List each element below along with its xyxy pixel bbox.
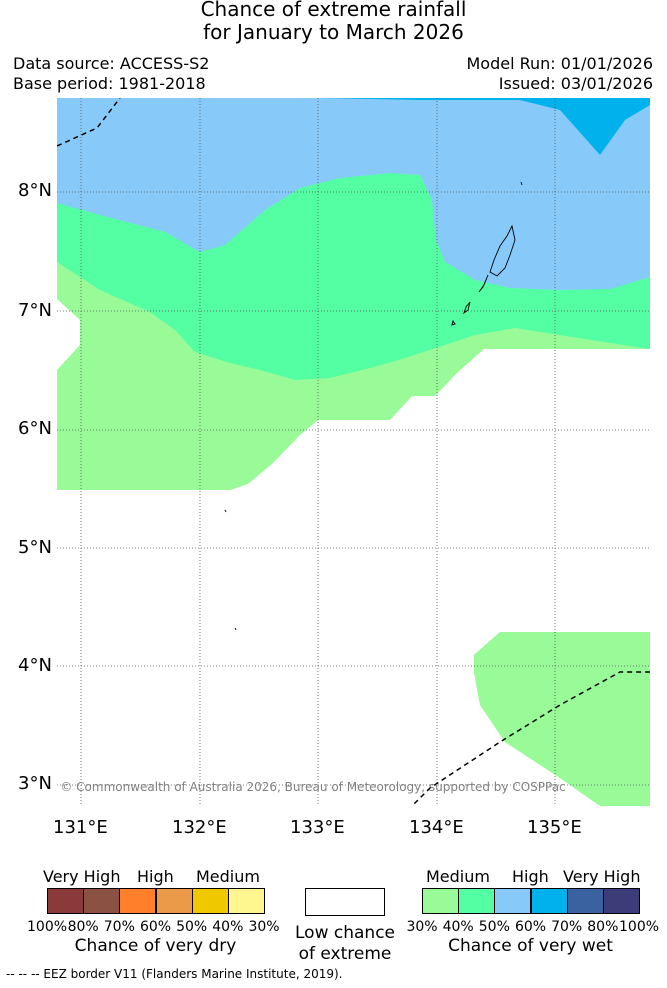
wet-tick-2: 50% [478, 919, 510, 935]
wet-swatch-4 [566, 888, 604, 914]
wet-swatch-3 [530, 888, 568, 914]
dry-tick-5: 40% [212, 919, 244, 935]
base-period: Base period: 1981-2018 [13, 74, 206, 93]
lon-label-132e: 132°E [172, 817, 227, 838]
lat-label-4n: 4°N [18, 655, 52, 676]
dry-category-medium: Medium [196, 867, 260, 886]
wet-tick-6: 100% [619, 919, 660, 935]
dry-color-bar [47, 888, 265, 916]
palau-islands [224, 181, 523, 631]
wet-category-medium: Medium [426, 867, 490, 886]
lon-label-133e: 133°E [290, 817, 345, 838]
wet-swatch-0 [422, 888, 460, 914]
lat-label-3n: 3°N [18, 773, 52, 794]
wet-caption: Chance of very wet [448, 936, 613, 956]
gridlines [57, 98, 650, 806]
dry-ticks: 100% 80% 70% 60% 50% 40% 30% [27, 919, 280, 937]
wet-tick-5: 80% [587, 919, 619, 935]
issued-date: Issued: 03/01/2026 [498, 74, 653, 93]
low-chance-caption-1: Low chance [295, 923, 395, 943]
wet-tick-4: 70% [551, 919, 583, 935]
lat-label-8n: 8°N [18, 180, 52, 201]
dry-category-high: High [137, 867, 174, 886]
dry-swatch-0 [47, 888, 85, 914]
dry-swatch-1 [83, 888, 121, 914]
wet-tick-3: 60% [514, 919, 547, 935]
wet-tick-0: 30% [406, 919, 438, 935]
wet-ticks: 30% 40% 50% 60% 70% 80% 100% [406, 919, 659, 937]
zone-wet-30-40-south [474, 632, 650, 806]
copyright-text: © Commonwealth of Australia 2026, Bureau… [60, 780, 565, 794]
dry-tick-1: 80% [67, 919, 99, 935]
data-source: Data source: ACCESS-S2 [13, 54, 210, 73]
wet-swatch-1 [458, 888, 496, 914]
dry-swatch-4 [191, 888, 229, 914]
wet-category-high: High [512, 867, 549, 886]
wet-swatch-2 [494, 888, 532, 914]
dry-tick-2: 70% [103, 919, 135, 935]
lon-label-134e: 134°E [409, 817, 464, 838]
dry-swatch-3 [155, 888, 193, 914]
wet-category-very-high: Very High [563, 867, 641, 886]
wet-color-bar [422, 888, 640, 916]
low-chance-swatch [305, 888, 385, 916]
dry-swatch-2 [119, 888, 157, 914]
lon-label-135e: 135°E [527, 817, 582, 838]
zone-low-chance [57, 98, 650, 806]
dry-swatch-5 [227, 888, 265, 914]
lat-label-7n: 7°N [18, 300, 52, 321]
dry-category-very-high: Very High [43, 867, 121, 886]
lat-label-5n: 5°N [18, 537, 52, 558]
dry-tick-0: 100% [27, 919, 68, 935]
dry-caption: Chance of very dry [74, 936, 237, 956]
eez-note: -- -- -- EEZ border V11 (Flanders Marine… [6, 967, 343, 981]
lon-label-131e: 131°E [53, 817, 108, 838]
dry-tick-6: 30% [248, 919, 280, 935]
wet-tick-1: 40% [442, 919, 474, 935]
dry-tick-4: 50% [176, 919, 208, 935]
wet-swatch-5 [602, 888, 640, 914]
dry-tick-3: 60% [139, 919, 172, 935]
low-chance-caption-2: of extreme [298, 944, 392, 964]
model-run: Model Run: 01/01/2026 [466, 54, 654, 73]
title-line-2: for January to March 2026 [203, 20, 464, 44]
lat-label-6n: 6°N [18, 418, 52, 439]
title-line-1: Chance of extreme rainfall [200, 0, 467, 21]
